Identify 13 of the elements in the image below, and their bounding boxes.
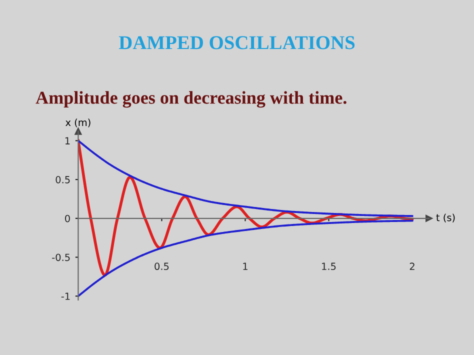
x-tick-label: 0.5 — [154, 262, 169, 270]
chart-title: DAMPED OSCILLATIONS — [118, 36, 355, 50]
y-axis-title: x (m) — [66, 118, 90, 128]
y-tick-label: 0.5 — [56, 176, 70, 184]
x-axis-title: t (s) — [436, 214, 455, 222]
y-tick-label: -1 — [61, 292, 70, 300]
x-tick-label: 2 — [410, 262, 414, 270]
y-tick-label: 0 — [65, 214, 70, 222]
x-tick-label: 1.5 — [322, 262, 336, 270]
y-tick-label: 1 — [65, 137, 70, 144]
x-tick-label: 1 — [243, 262, 248, 270]
chart-subtitle: Amplitude goes on decreasing with time. — [36, 91, 346, 108]
y-tick-label: -0.5 — [52, 254, 70, 262]
